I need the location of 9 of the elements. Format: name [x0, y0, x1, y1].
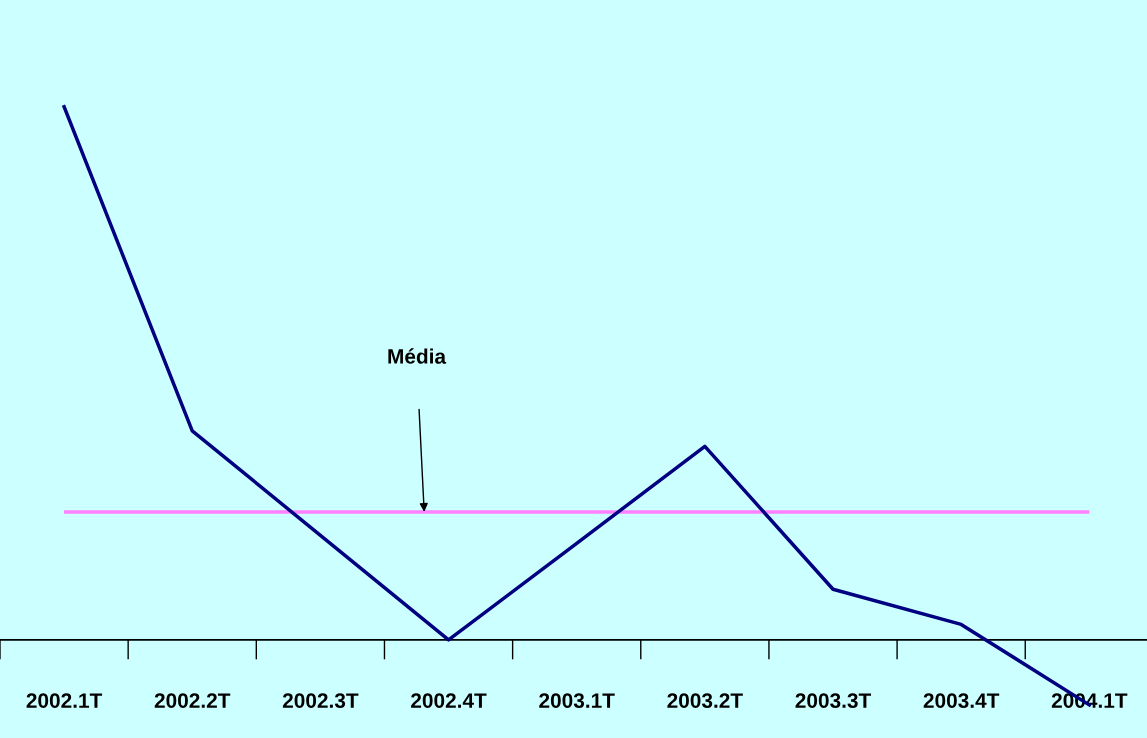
- x-tick-label: 2003.3T: [795, 693, 872, 708]
- x-tick-label: 2003.2T: [667, 693, 743, 708]
- x-tick-label: 2002.2T: [154, 693, 231, 708]
- x-tick-label: 2002.1T: [26, 693, 103, 708]
- x-tick-label: 2003.4T: [923, 693, 1000, 708]
- x-tick-label: 2002.4T: [411, 693, 487, 708]
- x-tick-label: 2003.1T: [539, 693, 615, 708]
- annotation: Média: [388, 348, 447, 364]
- x-tick-label: 2002.3T: [282, 693, 359, 708]
